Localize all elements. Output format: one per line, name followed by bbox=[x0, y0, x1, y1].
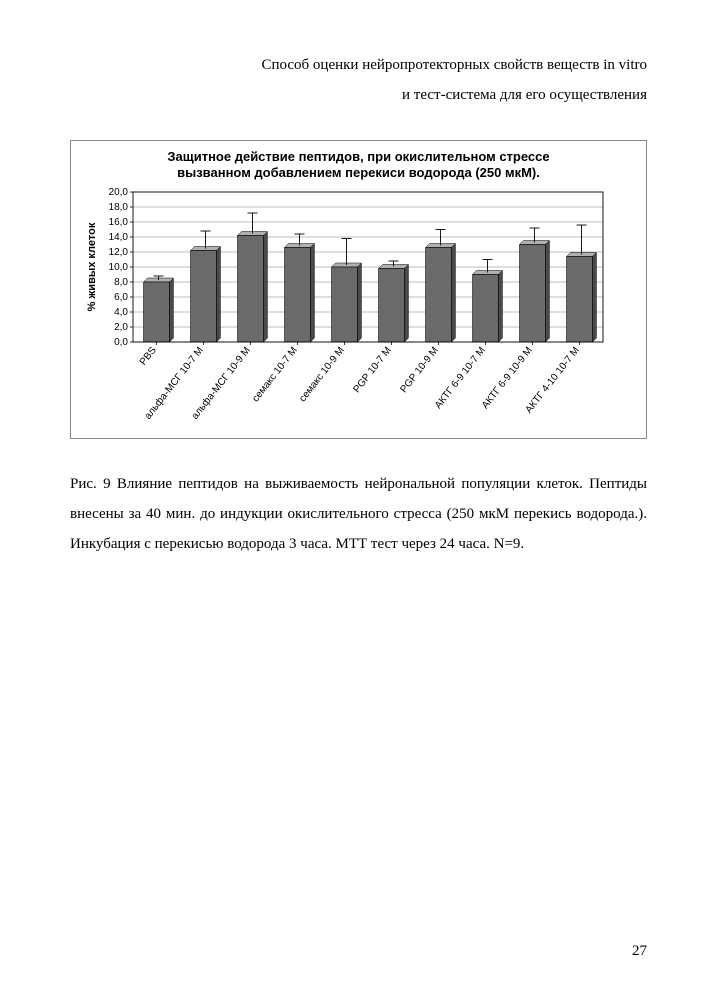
chart-title-line-1: Защитное действие пептидов, при окислите… bbox=[167, 149, 549, 164]
svg-text:PBS: PBS bbox=[138, 344, 159, 367]
svg-text:семакс 10-7 М: семакс 10-7 М bbox=[250, 345, 300, 404]
svg-text:АКТГ 4-10 10-7 М: АКТГ 4-10 10-7 М bbox=[524, 345, 582, 415]
svg-text:семакс 10-9 М: семакс 10-9 М bbox=[297, 345, 347, 404]
svg-text:8,0: 8,0 bbox=[114, 277, 128, 288]
svg-text:18,0: 18,0 bbox=[109, 202, 129, 213]
chart-container: Защитное действие пептидов, при окислите… bbox=[70, 140, 647, 439]
chart-title: Защитное действие пептидов, при окислите… bbox=[81, 149, 636, 182]
page: Способ оценки нейропротекторных свойств … bbox=[0, 0, 707, 1000]
svg-text:АКТГ 6-9 10-9 М: АКТГ 6-9 10-9 М bbox=[480, 345, 535, 411]
bar-chart: 0,0 2,0 4,0 6,0 8,0 10,0 12,0 14,0 16,0 18,0 20,0 P… bbox=[81, 186, 631, 434]
svg-text:АКТГ 6-9 10-7 М: АКТГ 6-9 10-7 М bbox=[433, 345, 488, 411]
svg-text:20,0: 20,0 bbox=[109, 187, 129, 198]
document-header: Способ оценки нейропротекторных свойств … bbox=[70, 50, 647, 110]
svg-text:PGP 10-9 М: PGP 10-9 М bbox=[398, 345, 440, 395]
chart-title-line-2: вызванном добавлением перекиси водорода … bbox=[177, 165, 540, 180]
svg-text:14,0: 14,0 bbox=[109, 232, 129, 243]
svg-text:16,0: 16,0 bbox=[109, 217, 129, 228]
header-line-2: и тест-система для его осуществления bbox=[70, 80, 647, 110]
svg-text:10,0: 10,0 bbox=[109, 262, 129, 273]
svg-text:4,0: 4,0 bbox=[114, 307, 128, 318]
svg-text:12,0: 12,0 bbox=[109, 247, 129, 258]
svg-text:PGP 10-7 М: PGP 10-7 М bbox=[351, 345, 393, 395]
svg-text:2,0: 2,0 bbox=[114, 322, 128, 333]
svg-text:% живых клеток: % живых клеток bbox=[86, 222, 98, 311]
svg-text:0,0: 0,0 bbox=[114, 337, 128, 348]
page-number: 27 bbox=[632, 943, 647, 960]
header-line-1: Способ оценки нейропротекторных свойств … bbox=[70, 50, 647, 80]
figure-caption: Рис. 9 Влияние пептидов на выживаемость … bbox=[70, 469, 647, 559]
svg-text:6,0: 6,0 bbox=[114, 292, 128, 303]
